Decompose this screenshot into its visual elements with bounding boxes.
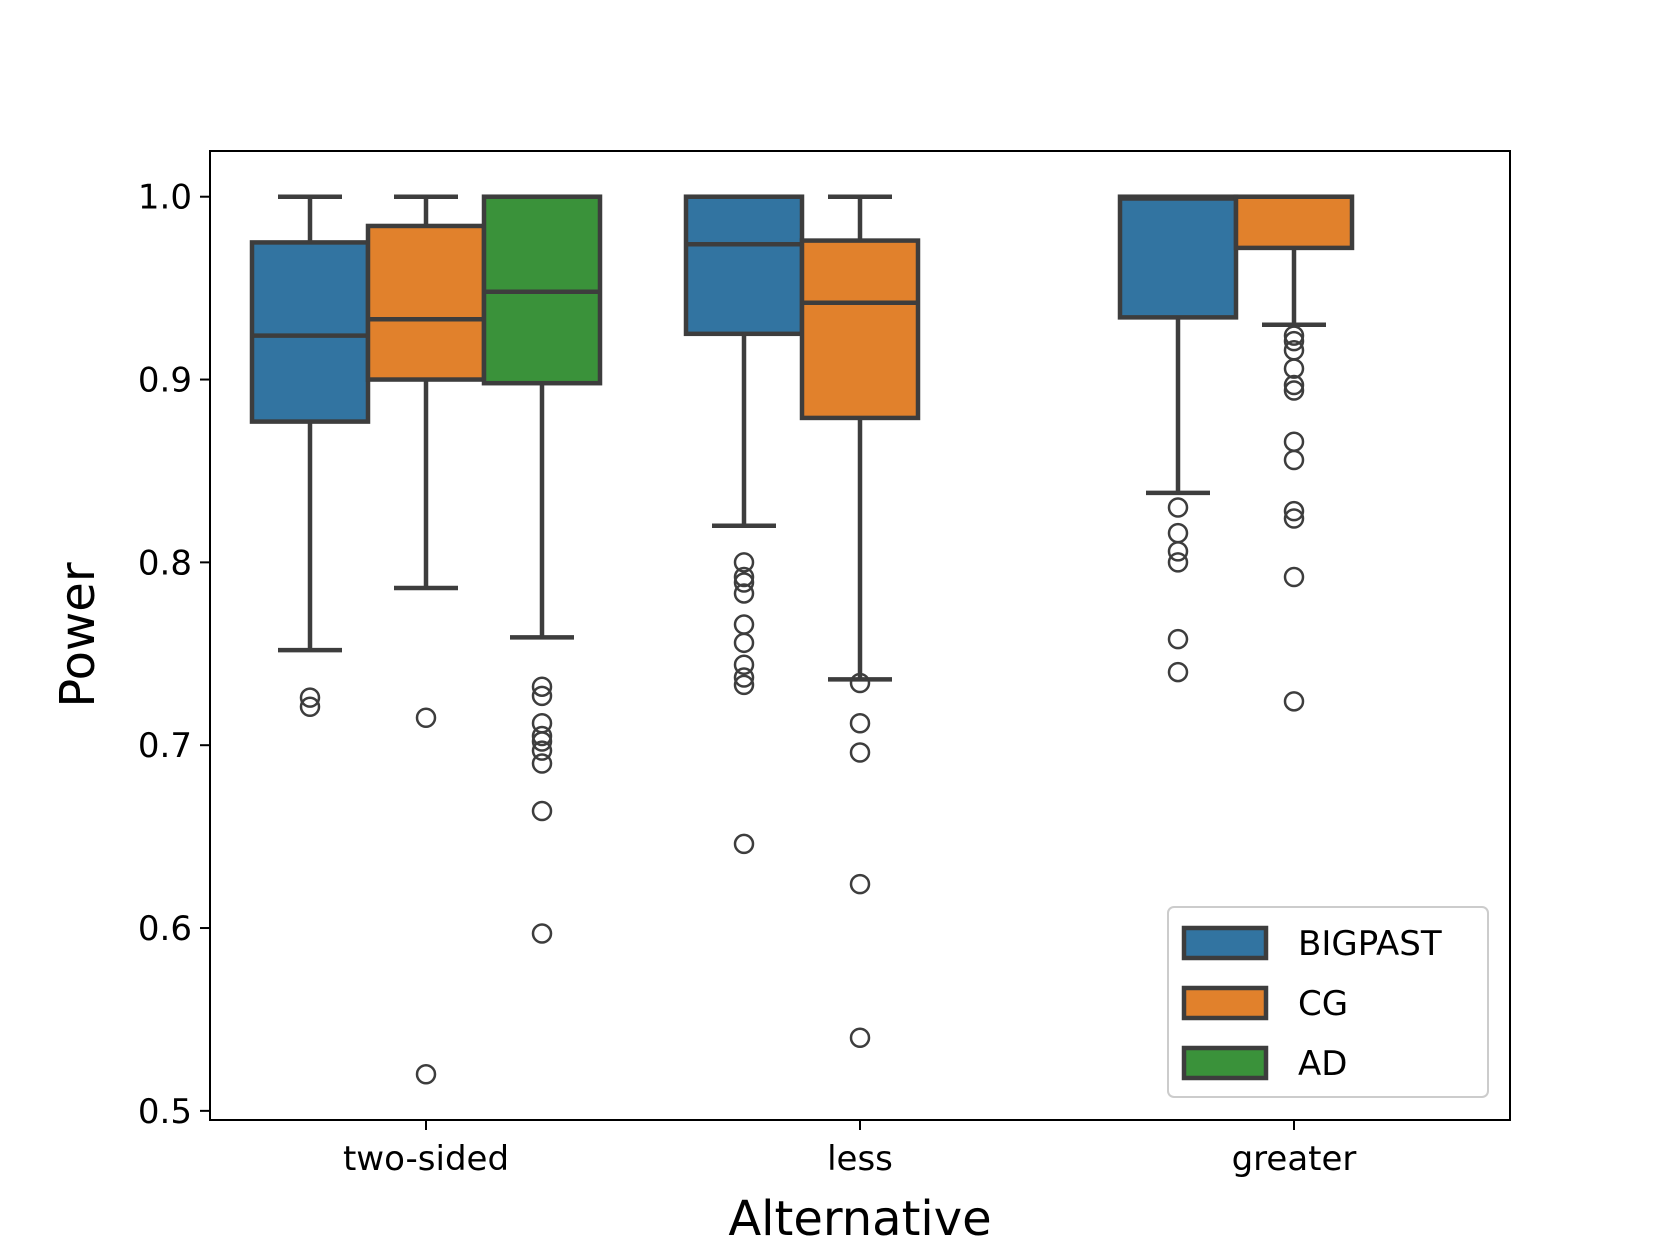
box-cg-greater [1233, 194, 1355, 712]
y-axis-title: Power [50, 562, 106, 707]
outlier-point [1283, 380, 1305, 401]
box-bigpast-two-sided [249, 194, 371, 718]
outlier-point [733, 583, 755, 604]
outlier-point [733, 614, 755, 635]
outlier-point [299, 687, 321, 708]
iqr-box [1233, 194, 1355, 251]
legend: BIGPAST CG AD [1167, 906, 1489, 1098]
x-tick-label: less [827, 1139, 893, 1179]
iqr-box [249, 240, 371, 424]
outlier-point [531, 685, 553, 707]
outlier-point [849, 713, 871, 734]
box-bigpast-less [683, 194, 805, 855]
x-axis-title: Alternative [728, 1191, 991, 1246]
iqr-box [683, 194, 805, 337]
outlier-point [1283, 431, 1305, 452]
outlier-point [849, 742, 871, 763]
x-tick-label: greater [1232, 1139, 1357, 1179]
outlier-point [849, 1027, 871, 1048]
outlier-point [733, 572, 755, 593]
outlier-point [299, 696, 321, 718]
outlier-point [733, 667, 755, 688]
outlier-point [531, 731, 553, 752]
box-cg-two-sided [365, 194, 487, 1085]
outlier-point [1283, 330, 1305, 352]
outlier-point [1167, 497, 1189, 518]
y-axis: 0.5 0.6 0.7 0.8 0.9 1.0 [138, 178, 210, 1132]
outlier-point [1283, 325, 1305, 346]
outlier-point [1283, 566, 1305, 588]
box-bigpast-greater [1117, 194, 1239, 683]
legend-swatch-bigpast [1181, 925, 1269, 961]
y-tick-label: 1.0 [138, 178, 192, 218]
outlier-point [531, 923, 553, 944]
outlier-point [733, 674, 755, 696]
outlier-point [531, 676, 553, 697]
outlier-point [415, 1064, 437, 1085]
outlier-point [531, 800, 553, 822]
outlier-point [1167, 522, 1189, 544]
outlier-point [849, 873, 871, 895]
outlier-point [733, 552, 755, 573]
outlier-point [1283, 449, 1305, 471]
box-ad-two-sided [481, 194, 603, 944]
legend-label: BIGPAST [1298, 924, 1442, 964]
outlier-point [1167, 628, 1189, 650]
outlier-point [415, 707, 437, 729]
boxes-layer [249, 194, 1355, 1085]
box-cg-less [799, 194, 921, 1048]
outlier-point [1283, 691, 1305, 712]
legend-swatch-cg [1181, 985, 1269, 1021]
legend-swatch-ad [1181, 1045, 1269, 1081]
outlier-point [1283, 358, 1305, 379]
outlier-point [1283, 508, 1305, 529]
x-axis: two-sided less greater [343, 1120, 1356, 1179]
outlier-point [733, 632, 755, 654]
outlier-point [1167, 552, 1189, 573]
x-tick-label: two-sided [343, 1139, 509, 1179]
iqr-box [365, 223, 487, 382]
outlier-point [1283, 500, 1305, 522]
y-tick-label: 0.5 [138, 1092, 192, 1132]
outlier-point [1283, 374, 1305, 396]
outlier-point [531, 740, 553, 761]
outlier-point [733, 654, 755, 676]
iqr-box [799, 238, 921, 421]
outlier-point [531, 725, 553, 747]
y-tick-label: 0.6 [138, 909, 192, 949]
legend-label: AD [1298, 1044, 1347, 1084]
outlier-point [849, 672, 871, 694]
outlier-point [531, 753, 553, 774]
outlier-point [1167, 541, 1189, 562]
y-tick-label: 0.7 [138, 726, 192, 766]
iqr-box [1117, 194, 1239, 320]
y-tick-label: 0.9 [138, 361, 192, 401]
outlier-point [733, 833, 755, 855]
outlier-point [733, 566, 755, 588]
outlier-point [1167, 661, 1189, 683]
y-tick-label: 0.8 [138, 543, 192, 583]
legend-label: CG [1298, 984, 1348, 1024]
